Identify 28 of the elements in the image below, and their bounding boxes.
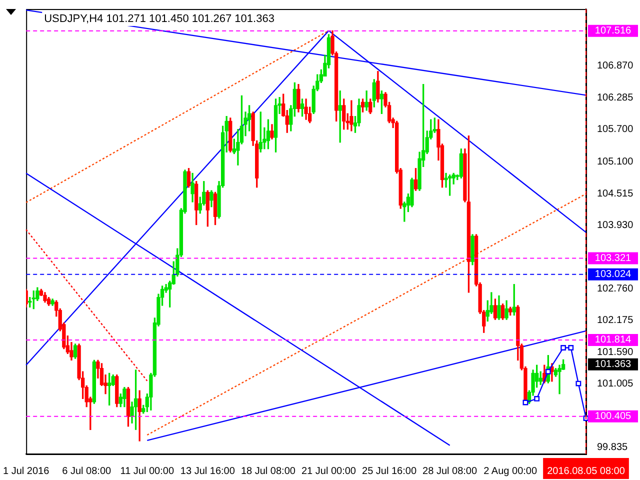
y-tick-label: 101.005 [597, 378, 634, 390]
x-tick-label: 2 Aug 00:00 [484, 466, 538, 477]
x-tick-label: 13 Jul 16:00 [180, 466, 236, 477]
y-tick-label: 99.835 [597, 442, 628, 453]
ref-line-label: 103.321 [594, 253, 632, 264]
y-tick-label: 103.930 [597, 220, 634, 232]
x-tick-label: 18 Jul 08:00 [240, 466, 296, 477]
ref-line-label: 100.405 [594, 411, 632, 422]
y-tick-label: 101.590 [597, 346, 634, 358]
ref-line-label: 101.814 [594, 334, 632, 346]
y-tick-label: 104.515 [597, 188, 634, 200]
y-tick-label: 102.760 [597, 283, 634, 294]
text: 101.363 [594, 359, 632, 370]
chart-title: USDJPY,H4 101.271 101.450 101.267 101.363 [44, 13, 274, 26]
x-tick-label: 11 Jul 00:00 [120, 466, 174, 477]
y-tick-label: 105.700 [597, 124, 634, 136]
y-tick-label: 105.100 [597, 156, 634, 168]
ref-line-label: 107.516 [594, 26, 632, 37]
x-tick-label: 25 Jul 16:00 [362, 466, 417, 477]
x-tick-label: 21 Jul 00:00 [301, 466, 356, 477]
y-tick-label: 106.285 [597, 92, 634, 104]
x-tick-label: 28 Jul 08:00 [422, 466, 478, 477]
y-tick-label: 106.870 [597, 60, 634, 72]
y-tick-label: 102.175 [597, 315, 634, 326]
x-tick-label: 2016.08.05 08:00 [547, 466, 626, 477]
ref-line-label: 103.024 [594, 269, 632, 280]
x-tick-label: 6 Jul 08:00 [62, 466, 112, 477]
x-tick-label: 1 Jul 2016 [2, 466, 50, 477]
